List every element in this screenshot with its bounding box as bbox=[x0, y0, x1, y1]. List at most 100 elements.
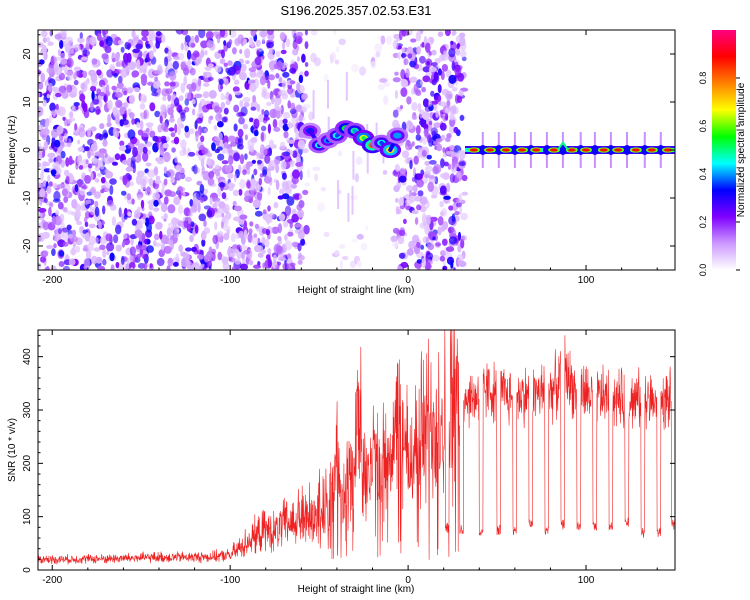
noise-blob bbox=[71, 104, 75, 111]
noise-blob bbox=[48, 181, 53, 187]
noise-blob bbox=[409, 76, 418, 83]
noise-blob bbox=[427, 243, 435, 251]
noise-blob bbox=[430, 194, 438, 199]
noise-streak bbox=[337, 180, 340, 209]
noise-blob bbox=[141, 36, 148, 41]
noise-blob bbox=[427, 100, 433, 107]
noise-blob bbox=[360, 242, 368, 251]
noise-blob bbox=[243, 229, 248, 240]
noise-blob bbox=[264, 238, 270, 248]
noise-blob bbox=[80, 56, 89, 61]
noise-blob bbox=[38, 183, 44, 189]
noise-blob bbox=[41, 231, 50, 239]
noise-blob bbox=[229, 182, 233, 187]
noise-blob bbox=[286, 196, 295, 206]
noise-blob bbox=[232, 248, 239, 254]
noise-blob bbox=[85, 159, 89, 165]
noise-blob bbox=[148, 215, 155, 225]
snr-series-line bbox=[38, 330, 675, 565]
noise-blob bbox=[76, 220, 83, 226]
noise-blob bbox=[449, 118, 456, 127]
noise-blob bbox=[283, 220, 289, 228]
noise-blob bbox=[395, 197, 399, 203]
noise-blob bbox=[204, 128, 208, 133]
noise-blob bbox=[213, 124, 218, 131]
noise-blob bbox=[282, 71, 290, 78]
noise-blob bbox=[451, 104, 457, 112]
noise-blob bbox=[103, 95, 107, 102]
noise-blob bbox=[445, 137, 451, 143]
noise-blob bbox=[106, 200, 114, 207]
noise-blob bbox=[212, 31, 220, 36]
noise-blob bbox=[109, 185, 114, 195]
noise-blob bbox=[104, 181, 110, 192]
noise-blob bbox=[123, 90, 128, 96]
noise-blob bbox=[122, 233, 128, 240]
noise-blob bbox=[212, 234, 218, 245]
noise-blob bbox=[100, 165, 105, 170]
noise-blob bbox=[401, 150, 410, 159]
noise-blob bbox=[52, 198, 61, 203]
noise-blob bbox=[115, 69, 122, 74]
noise-blob bbox=[113, 39, 117, 45]
carrier-peak bbox=[502, 148, 510, 152]
noise-blob bbox=[198, 213, 207, 222]
noise-blob bbox=[57, 183, 66, 189]
noise-blob bbox=[259, 173, 264, 178]
noise-blob bbox=[122, 175, 128, 186]
noise-blob bbox=[400, 87, 408, 97]
noise-blob bbox=[404, 140, 413, 151]
noise-blob bbox=[99, 91, 106, 97]
noise-blob bbox=[98, 148, 107, 154]
noise-blob bbox=[257, 252, 264, 258]
noise-blob bbox=[75, 245, 81, 253]
noise-blob bbox=[334, 250, 340, 256]
carrier-peak bbox=[485, 148, 494, 152]
noise-blob bbox=[151, 91, 159, 97]
noise-blob bbox=[297, 209, 305, 218]
noise-blob bbox=[46, 93, 50, 99]
noise-blob bbox=[434, 58, 441, 64]
noise-blob bbox=[201, 165, 205, 175]
noise-blob bbox=[75, 69, 80, 77]
noise-blob bbox=[167, 204, 176, 214]
noise-blob bbox=[191, 98, 196, 105]
noise-blob bbox=[211, 142, 216, 152]
noise-blob bbox=[86, 78, 90, 83]
noise-blob bbox=[428, 121, 433, 125]
noise-blob bbox=[182, 67, 190, 76]
noise-blob bbox=[280, 49, 287, 55]
noise-blob bbox=[118, 145, 127, 152]
noise-blob bbox=[425, 253, 429, 263]
noise-blob bbox=[401, 53, 407, 58]
noise-blob bbox=[167, 49, 173, 57]
noise-blob bbox=[428, 175, 436, 180]
y-tick-label: 100 bbox=[22, 508, 33, 525]
noise-blob bbox=[106, 122, 112, 127]
noise-blob bbox=[242, 96, 251, 103]
noise-blob bbox=[451, 213, 456, 223]
noise-blob bbox=[400, 69, 406, 80]
noise-blob bbox=[294, 223, 302, 228]
noise-blob bbox=[456, 43, 460, 50]
noise-blob bbox=[123, 52, 129, 63]
carrier-peak bbox=[582, 148, 590, 152]
noise-blob bbox=[304, 30, 308, 36]
noise-blob bbox=[193, 164, 198, 175]
noise-blob bbox=[441, 208, 448, 217]
noise-blob bbox=[383, 82, 391, 87]
noise-blob bbox=[71, 199, 78, 209]
noise-blob bbox=[100, 157, 106, 162]
noise-blob bbox=[209, 115, 214, 121]
noise-blob bbox=[259, 146, 268, 157]
noise-blob bbox=[421, 86, 426, 93]
noise-blob bbox=[289, 80, 296, 85]
noise-blob bbox=[186, 223, 192, 232]
noise-blob bbox=[190, 35, 195, 43]
noise-blob bbox=[38, 162, 42, 168]
noise-blob bbox=[144, 57, 149, 63]
noise-blob bbox=[134, 229, 143, 238]
noise-blob bbox=[421, 258, 426, 269]
noise-blob bbox=[197, 108, 204, 118]
noise-blob bbox=[88, 223, 96, 229]
